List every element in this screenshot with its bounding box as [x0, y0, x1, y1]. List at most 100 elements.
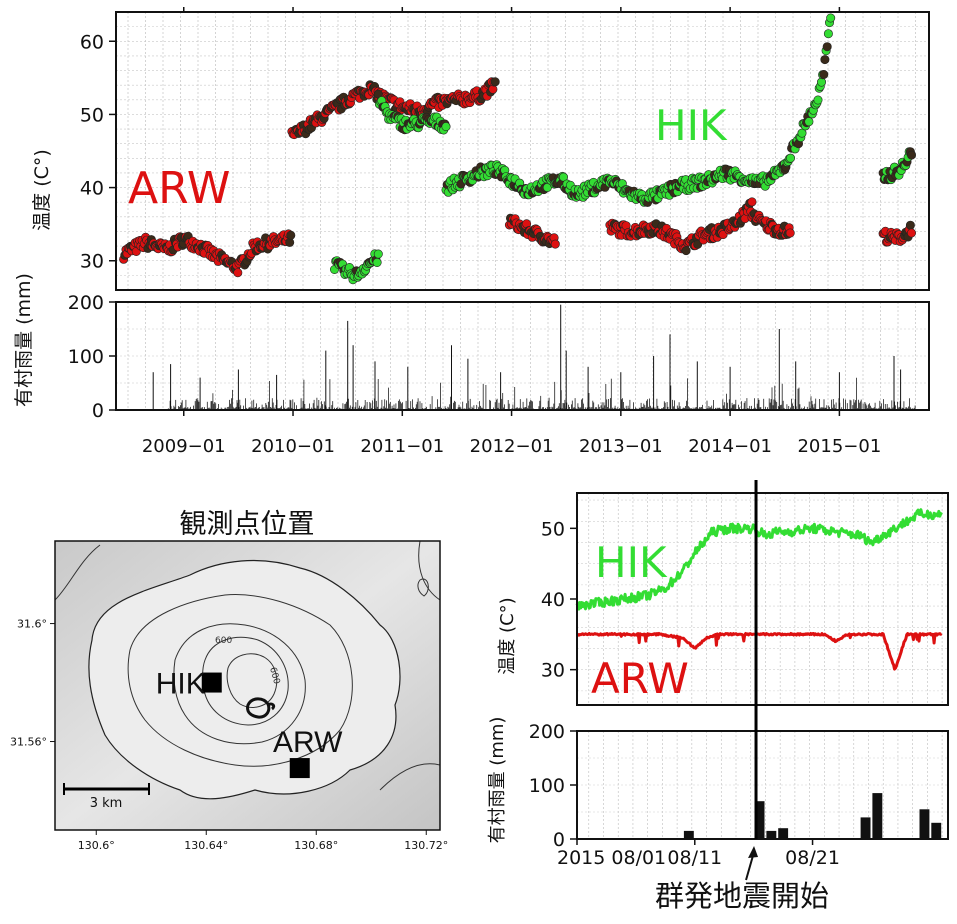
data-point-hik	[820, 55, 830, 65]
temperature-long-frame	[115, 11, 930, 291]
rainfall-long-panel: 0 100 200 2009−01 2010−01 2011−01 2012−01 2013…	[13, 7, 930, 457]
x-tick-label: 08/21	[785, 847, 840, 869]
y-tick-label: 60	[80, 31, 104, 53]
data-point-hik	[823, 29, 833, 39]
rain-bar-daily	[872, 793, 883, 839]
x-tick-label: 2012−01	[470, 436, 554, 457]
contour-label-a: 600	[215, 636, 232, 646]
data-point-arw	[785, 228, 795, 238]
rainfall-aug-y-ticks: 0 100 200	[529, 721, 577, 851]
data-point-arw	[233, 268, 243, 278]
station-label-hik: HIK	[156, 668, 206, 701]
data-point-hik	[372, 257, 382, 267]
x-tick-label: 08/11	[667, 847, 722, 869]
temperature-aug-panel: 30 40 50 温度 (C°) HIK ARW	[497, 492, 949, 706]
x-tick-label: 2010−01	[251, 436, 335, 457]
temperature-long-grid	[116, 11, 929, 290]
data-point-arw	[906, 228, 916, 238]
rain-bar-daily	[919, 809, 930, 839]
temperature-long-y-ticks: 30 40 50 60	[80, 31, 116, 273]
crater-outline-2	[267, 702, 276, 711]
station-marker-arw	[289, 758, 310, 779]
temperature-long-ylabel: 温度 (C°)	[31, 149, 53, 231]
series-line-arw	[576, 632, 943, 671]
crater-outline	[246, 697, 271, 719]
map-x-tick-label: 130.72°	[404, 839, 448, 852]
y-tick-label: 0	[92, 400, 104, 422]
islet	[417, 578, 429, 597]
contour-label-b: 600	[267, 666, 281, 685]
y-tick-label: 100	[68, 346, 104, 368]
rain-bar-daily	[683, 830, 694, 839]
x-tick-label: 2015−01	[797, 436, 881, 457]
temperature-aug-ylabel: 温度 (C°)	[497, 597, 518, 674]
rain-bar-daily	[766, 830, 777, 839]
y-tick-label: 30	[80, 251, 104, 273]
map-y-tick-label: 31.56°	[10, 736, 47, 749]
rainfall-aug-ylabel: 有村雨量 (mm)	[487, 717, 508, 844]
contour-800	[226, 653, 278, 708]
data-point-arw	[747, 197, 757, 207]
map-ticks: 130.6° 130.64° 130.68° 130.72° 31.6° 31.56°	[10, 618, 448, 852]
data-point-hik	[813, 95, 823, 105]
hik-right-label: HIK	[595, 538, 668, 587]
y-tick-label: 40	[80, 178, 104, 200]
map-x-tick-label: 130.68°	[294, 839, 338, 852]
station-marker-hik	[201, 672, 222, 693]
x-tick-label: 2009−01	[142, 436, 226, 457]
y-tick-label: 0	[553, 829, 565, 851]
map-x-tick-label: 130.64°	[184, 839, 228, 852]
x-tick-label: 2014−01	[688, 436, 772, 457]
temperature-long-series	[119, 13, 916, 285]
rainfall-aug-panel: 0 100 200 2015 08/01 08/11 08/21 有村雨量 (mm)	[487, 717, 949, 869]
temperature-aug-series	[575, 508, 943, 671]
x-tick-label: 2011−01	[360, 436, 444, 457]
data-point-arw	[490, 77, 500, 87]
data-point-hik	[785, 153, 795, 163]
scalebar-label: 3 km	[90, 796, 123, 811]
rainfall-long-x-ticks: 2009−01 2010−01 2011−01 2012−01 2013−01 2014−…	[142, 7, 881, 457]
x-tick-label: 2013−01	[579, 436, 663, 457]
arw-right-label: ARW	[591, 654, 689, 703]
y-tick-label: 30	[541, 660, 565, 682]
data-point-arw	[286, 230, 296, 240]
mainland-coast-ne	[418, 541, 440, 601]
arw-top-label: ARW	[128, 163, 230, 214]
rainfall-long-y-ticks: 0 100 200	[68, 292, 116, 422]
temperature-aug-grid	[577, 493, 948, 705]
data-point-hik	[797, 128, 807, 138]
temperature-aug-y-ticks: 30 40 50	[541, 518, 577, 682]
rainfall-long-ylabel: 有村雨量 (mm)	[13, 273, 35, 407]
data-point-hik	[819, 70, 829, 80]
y-tick-label: 50	[541, 518, 565, 540]
arrow-head	[748, 846, 759, 858]
rainfall-aug-bars	[683, 793, 942, 839]
map-x-tick-label: 130.6°	[78, 839, 115, 852]
data-point-hik	[826, 13, 836, 23]
y-tick-label: 40	[541, 589, 565, 611]
data-point-hik	[373, 249, 383, 259]
hik-top-label: HIK	[655, 101, 728, 150]
station-map: 観測点位置 600 600 HIK ARW 3 km	[10, 509, 448, 852]
data-point-hik	[441, 122, 451, 132]
mainland-coast-se	[379, 763, 440, 791]
y-tick-label: 100	[529, 775, 565, 797]
y-tick-label: 50	[80, 104, 104, 126]
y-tick-label: 200	[68, 292, 104, 314]
data-point-hik	[816, 77, 826, 87]
swarm-onset-label: 群発地震開始	[655, 879, 829, 913]
data-point-hik	[804, 117, 814, 127]
rain-bar-daily	[778, 828, 789, 839]
rain-bar-daily	[860, 817, 871, 839]
data-point-arw	[550, 239, 560, 249]
data-point-hik	[906, 150, 916, 160]
series-line-hik	[575, 508, 943, 611]
contour-400	[173, 623, 306, 745]
map-y-tick-label: 31.6°	[17, 618, 47, 631]
map-title: 観測点位置	[180, 509, 315, 540]
data-point-arw	[681, 246, 691, 256]
x-tick-label: 2015 08/01	[557, 847, 666, 869]
contour-200	[127, 594, 353, 767]
rainfall-aug-x-ticks: 2015 08/01 08/11 08/21	[557, 839, 840, 869]
